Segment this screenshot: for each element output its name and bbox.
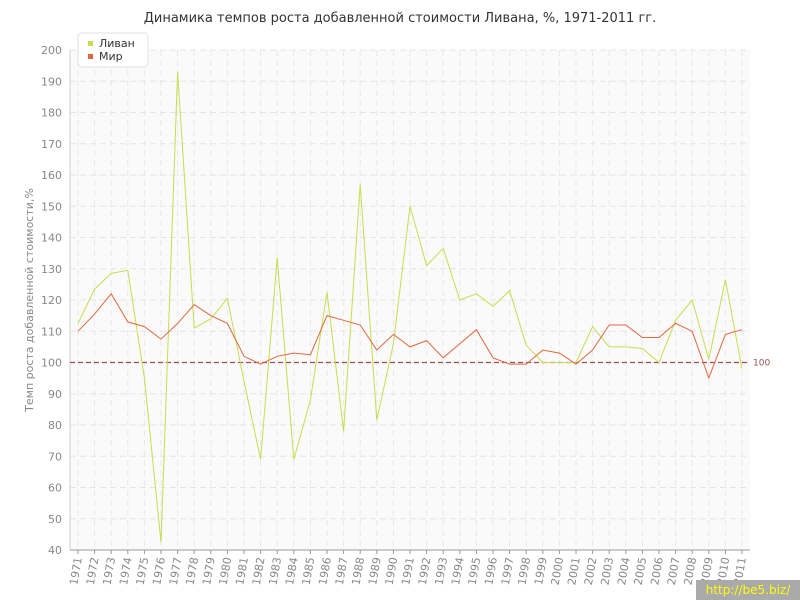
- x-tick-label: 2008: [681, 556, 699, 586]
- y-tick-label: 50: [48, 513, 62, 526]
- y-tick-label: 60: [48, 482, 62, 495]
- y-tick-label: 90: [48, 388, 62, 401]
- y-axis-label: Темп роста добавленной стоимости,%: [23, 188, 36, 413]
- x-tick-label: 2000: [549, 556, 567, 586]
- x-tick-label: 1987: [333, 556, 351, 586]
- x-tick-label: 1995: [466, 556, 484, 586]
- x-tick-label: 2010: [715, 556, 733, 586]
- y-tick-label: 80: [48, 419, 62, 432]
- x-tick-label: 1994: [449, 556, 467, 586]
- series-group: [77, 71, 743, 543]
- series-line-0: [77, 71, 743, 543]
- x-tick-label: 1990: [383, 556, 401, 586]
- legend-swatch: [88, 54, 93, 59]
- legend-swatch: [88, 41, 93, 46]
- x-tick-label: 1980: [217, 556, 235, 586]
- y-tick-label: 190: [41, 75, 62, 88]
- watermark: http://be5.biz/: [696, 580, 800, 600]
- x-tick-label: 1998: [515, 556, 533, 586]
- legend-entry[interactable]: Мир: [99, 50, 123, 63]
- x-tick-label: 2004: [615, 556, 633, 586]
- x-tick-label: 1976: [150, 556, 168, 586]
- x-tick-label: 1979: [200, 556, 218, 586]
- x-tick-label: 1973: [100, 556, 118, 586]
- y-tick-label: 120: [41, 294, 62, 307]
- y-tick-label: 180: [41, 107, 62, 120]
- x-tick-label: 1997: [499, 556, 517, 586]
- y-tick-label: 100: [41, 357, 62, 370]
- x-tick-label: 1972: [84, 556, 102, 586]
- x-tick-label: 2002: [582, 556, 600, 586]
- x-tick-label: 2011: [731, 556, 749, 586]
- x-tick-label: 1999: [532, 556, 550, 586]
- x-tick-label: 1971: [67, 556, 85, 586]
- x-tick-label: 2005: [632, 556, 650, 586]
- x-tick-label: 1985: [300, 556, 318, 586]
- x-tick-label: 1993: [432, 556, 450, 586]
- x-tick-label: 1992: [416, 556, 434, 586]
- x-axis: 1971197219731974197519761977197819791980…: [67, 549, 750, 586]
- y-tick-label: 110: [41, 325, 62, 338]
- y-tick-label: 140: [41, 232, 62, 245]
- x-tick-label: 2003: [598, 556, 616, 586]
- reference-line-label: 100: [753, 359, 770, 369]
- y-tick-label: 150: [41, 200, 62, 213]
- x-tick-label: 1981: [233, 556, 251, 586]
- x-tick-label: 1978: [183, 556, 201, 586]
- x-tick-label: 1989: [366, 556, 384, 586]
- x-tick-label: 2006: [648, 556, 666, 586]
- y-tick-label: 160: [41, 169, 62, 182]
- y-tick-label: 200: [41, 44, 62, 57]
- series-line-1: [77, 292, 743, 380]
- chart-title: Динамика темпов роста добавленной стоимо…: [144, 11, 657, 26]
- x-tick-label: 2007: [665, 556, 683, 586]
- x-tick-label: 1982: [250, 556, 268, 586]
- y-tick-label: 70: [48, 450, 62, 463]
- x-tick-label: 2001: [565, 556, 583, 586]
- grid: [70, 49, 750, 551]
- x-tick-label: 2009: [698, 556, 716, 586]
- legend-entry[interactable]: Ливан: [99, 37, 135, 50]
- x-tick-label: 1984: [283, 556, 301, 586]
- y-axis: 40 50 60 70 80 90 100 110 120 130 140 150 160 170 180 1…: [41, 44, 71, 557]
- x-tick-label: 1996: [482, 556, 500, 586]
- x-tick-label: 1977: [167, 556, 185, 586]
- x-tick-label: 1991: [399, 556, 417, 586]
- y-tick-label: 130: [41, 263, 62, 276]
- x-tick-label: 1974: [117, 556, 135, 586]
- y-tick-label: 40: [48, 544, 62, 557]
- x-tick-label: 1983: [266, 556, 284, 586]
- x-tick-label: 1988: [349, 556, 367, 586]
- y-tick-label: 170: [41, 138, 62, 151]
- x-tick-label: 1986: [316, 556, 334, 586]
- legend-box: [77, 32, 149, 68]
- reference-line: 100: [70, 359, 770, 369]
- x-tick-label: 1975: [134, 556, 152, 586]
